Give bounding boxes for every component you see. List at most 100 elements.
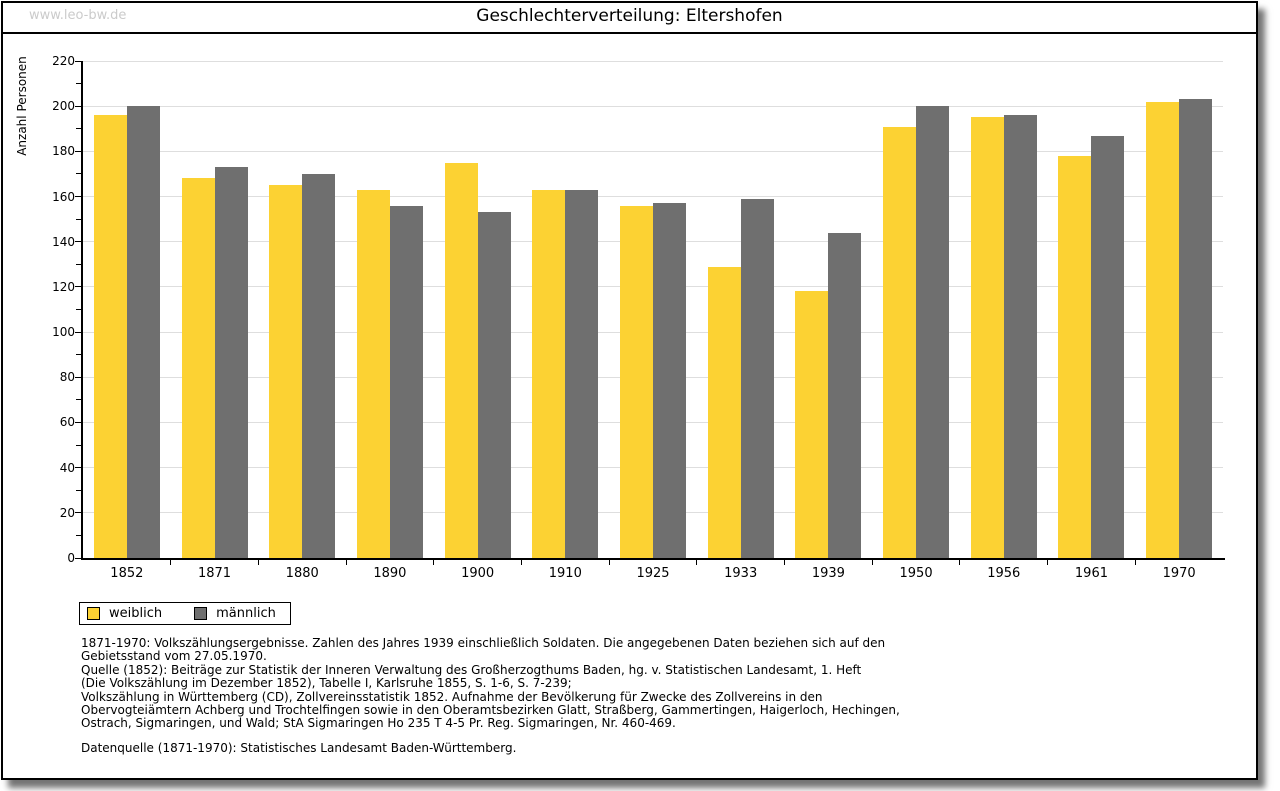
bar-group-1970 (1135, 61, 1223, 558)
y-tick-label-60: 60 (59, 415, 75, 430)
x-tick-12 (1134, 560, 1136, 565)
footnote-line-6: Obervogteiämtern Achberg und Trochtelfin… (81, 703, 900, 718)
chart-frame: www.leo-bw.de Geschlechterverteilung: El… (1, 1, 1258, 780)
bar-group-1933 (697, 61, 785, 558)
y-tick-180 (75, 150, 81, 152)
bar-männlich-1900 (477, 212, 511, 558)
bar-männlich-1933 (740, 198, 774, 558)
y-tick-90 (76, 354, 81, 356)
y-tick-label-20: 20 (59, 505, 75, 520)
bar-group-1925 (609, 61, 697, 558)
y-tick-label-200: 200 (52, 99, 75, 114)
footnote-line-3: Quelle (1852): Beiträge zur Statistik de… (81, 662, 862, 677)
y-tick-150 (76, 218, 81, 220)
y-tick-20 (75, 512, 81, 514)
bar-männlich-1880 (302, 173, 336, 558)
legend-label-männlich: männlich (216, 606, 276, 621)
y-tick-110 (76, 309, 81, 310)
bar-männlich-1925 (652, 203, 686, 558)
bar-männlich-1961 (1091, 135, 1125, 558)
y-tick-30 (76, 489, 81, 491)
bar-group-1961 (1048, 61, 1136, 558)
y-tick-200 (75, 105, 81, 107)
x-axis-line (81, 558, 1225, 560)
x-tick-label-1900: 1900 (461, 566, 495, 581)
y-axis-line (81, 61, 83, 560)
y-tick-label-80: 80 (59, 370, 75, 385)
chart-title: Geschlechterverteilung: Eltershofen (476, 6, 783, 26)
bar-männlich-1939 (828, 232, 862, 558)
x-tick-7 (696, 560, 698, 565)
bar-group-1939 (785, 61, 873, 558)
bar-weiblich-1961 (1058, 155, 1092, 558)
x-tick-11 (1047, 560, 1049, 565)
y-tick-220 (75, 60, 81, 62)
x-tick-label-1890: 1890 (373, 566, 407, 581)
bar-group-1871 (171, 61, 259, 558)
y-tick-10 (76, 534, 81, 536)
y-tick-label-100: 100 (52, 325, 75, 340)
y-tick-label-140: 140 (52, 234, 75, 249)
y-tick-label-180: 180 (52, 144, 75, 159)
gridline-220 (83, 60, 1223, 62)
bar-männlich-1950 (916, 106, 950, 558)
footnote-line-4: (Die Volkszählung im Dezember 1852), Tab… (81, 676, 572, 691)
x-tick-label-1910: 1910 (548, 566, 582, 581)
y-tick-0 (75, 557, 81, 559)
gridline-180 (83, 150, 1223, 152)
x-tick-label-1925: 1925 (636, 566, 670, 581)
header-divider (3, 32, 1256, 34)
bar-weiblich-1890 (356, 189, 390, 558)
legend-swatch-weiblich (87, 607, 100, 620)
watermark: www.leo-bw.de (29, 8, 127, 23)
bar-weiblich-1970 (1146, 101, 1180, 558)
y-tick-70 (76, 399, 81, 401)
bar-group-1852 (83, 61, 171, 558)
y-tick-140 (75, 241, 81, 243)
x-tick-6 (608, 560, 610, 565)
bar-männlich-1956 (1003, 115, 1037, 558)
bar-weiblich-1852 (93, 115, 127, 558)
x-tick-label-1880: 1880 (285, 566, 319, 581)
datasource-note: Datenquelle (1871-1970): Statistisches L… (81, 741, 517, 755)
bar-männlich-1970 (1179, 99, 1213, 558)
x-tick-9 (871, 560, 873, 565)
y-tick-label-40: 40 (59, 460, 75, 475)
x-tick-3 (345, 560, 347, 565)
bar-männlich-1890 (389, 205, 423, 558)
x-tick-label-1950: 1950 (899, 566, 933, 581)
bar-group-1900 (434, 61, 522, 558)
plot-area (83, 60, 1223, 558)
y-tick-label-0: 0 (67, 551, 75, 565)
y-tick-120 (75, 286, 81, 288)
y-tick-190 (76, 128, 81, 130)
bar-weiblich-1910 (532, 189, 566, 558)
bar-männlich-1852 (126, 106, 160, 558)
x-tick-label-1933: 1933 (724, 566, 758, 581)
x-tick-10 (959, 560, 961, 565)
y-axis-label: Anzahl Personen (15, 56, 29, 156)
y-tick-80 (75, 376, 81, 378)
x-tick-2 (257, 560, 259, 565)
y-tick-40 (75, 467, 81, 469)
x-tick-label-1956: 1956 (987, 566, 1021, 581)
footnote-line-2: Gebietsstand vom 27.05.1970. (81, 649, 267, 664)
footnote-line-5: Volkszählung in Württemberg (CD), Zollve… (81, 689, 823, 704)
y-tick-label-160: 160 (52, 189, 75, 204)
x-tick-8 (784, 560, 786, 565)
x-tick-label-1939: 1939 (811, 566, 845, 581)
x-tick-4 (433, 560, 435, 565)
y-tick-210 (76, 83, 81, 85)
legend-swatch-männlich (194, 607, 208, 620)
y-tick-130 (76, 263, 81, 265)
y-tick-50 (76, 444, 81, 446)
y-tick-100 (75, 331, 81, 333)
legend-label-weiblich: weiblich (109, 606, 163, 621)
x-tick-label-1852: 1852 (110, 566, 144, 581)
bar-weiblich-1956 (970, 117, 1004, 558)
x-tick-1 (170, 560, 172, 565)
bar-männlich-1910 (565, 189, 599, 558)
bar-weiblich-1925 (619, 205, 653, 558)
y-tick-label-120: 120 (52, 279, 75, 294)
